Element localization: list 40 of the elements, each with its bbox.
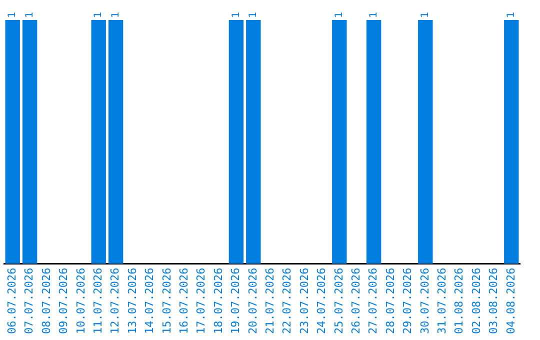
x-tick-label: 09.07.2026 [57,268,70,334]
x-tick-label: 17.07.2026 [194,268,208,334]
x-tick-label: 11.07.2026 [91,268,104,334]
x-tick-label: 04.08.2026 [504,268,518,334]
data-label: 1 [248,12,259,18]
x-tick-label: 07.07.2026 [22,268,36,334]
x-tick-label: 31.07.2026 [435,268,448,334]
x-tick-label: 01.08.2026 [452,268,466,334]
data-label: 1 [506,12,517,18]
x-tick-label: 10.07.2026 [74,268,88,334]
x-tick-label: 26.07.2026 [349,268,362,334]
x-tick-label: 15.07.2026 [160,268,174,334]
x-tick-label: 18.07.2026 [212,268,225,334]
data-label: 1 [110,12,122,18]
data-label: 1 [24,12,36,18]
data-label: 1 [93,12,104,18]
x-tick-label: 02.08.2026 [470,268,483,334]
data-label: 1 [420,12,431,18]
x-tick-label: 23.07.2026 [298,268,311,334]
data-label: 1 [334,12,345,18]
x-tick-label: 25.07.2026 [332,268,346,334]
x-tick-label: 14.07.2026 [143,268,156,334]
x-tick-label: 22.07.2026 [280,268,294,334]
x-tick-label: 12.07.2026 [108,268,122,334]
x-tick-label: 08.07.2026 [40,268,53,334]
x-tick-label: 28.07.2026 [384,268,397,334]
x-tick-label: 21.07.2026 [263,268,276,334]
data-label: 1 [7,12,18,18]
x-tick-label: 03.08.2026 [487,268,500,334]
x-tick-label: 30.07.2026 [418,268,432,334]
x-tick-label: 27.07.2026 [366,268,380,334]
x-tick-label: 29.07.2026 [401,268,414,334]
x-tick-label: 13.07.2026 [126,268,139,334]
x-tick-label: 16.07.2026 [177,268,190,334]
data-label: 1 [230,12,242,18]
data-label: 1 [368,12,380,18]
x-tick-label: 24.07.2026 [315,268,328,334]
x-tick-label: 19.07.2026 [229,268,242,334]
x-tick-label: 06.07.2026 [5,268,18,334]
x-tick-label: 20.07.2026 [246,268,260,334]
